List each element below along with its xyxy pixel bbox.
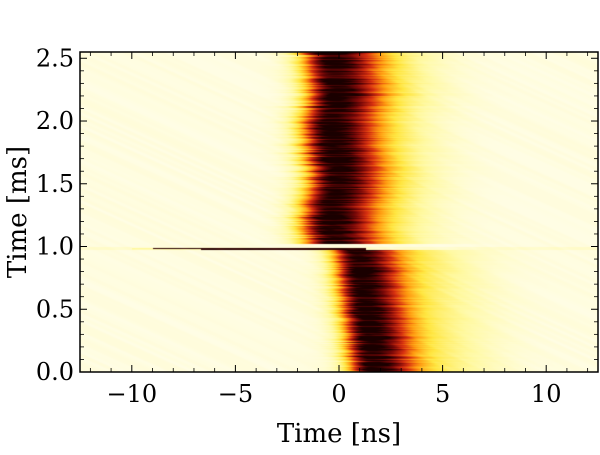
x-tick-label: −5 xyxy=(218,380,253,408)
y-axis-title: Time [ms] xyxy=(3,146,33,278)
tick-labels: −10 −5 0 5 10 0.0 0.5 1.0 1.5 2.0 2.5 xyxy=(36,44,562,408)
x-tick-label: −10 xyxy=(106,380,157,408)
heatmap-plot-area xyxy=(80,52,598,372)
y-tick-label: 0.5 xyxy=(36,295,74,323)
y-tick-label: 2.0 xyxy=(36,107,74,135)
y-tick-label: 1.5 xyxy=(36,170,74,198)
y-tick-label: 1.0 xyxy=(36,233,74,261)
y-tick-label: 2.5 xyxy=(36,44,74,72)
axis-ticks xyxy=(80,52,598,373)
x-axis-title: Time [ns] xyxy=(277,419,401,449)
x-tick-label: 10 xyxy=(531,380,562,408)
x-tick-label: 5 xyxy=(435,380,450,408)
x-tick-label: 0 xyxy=(331,380,346,408)
heatmap-image xyxy=(80,52,598,372)
y-tick-label: 0.0 xyxy=(36,358,74,386)
